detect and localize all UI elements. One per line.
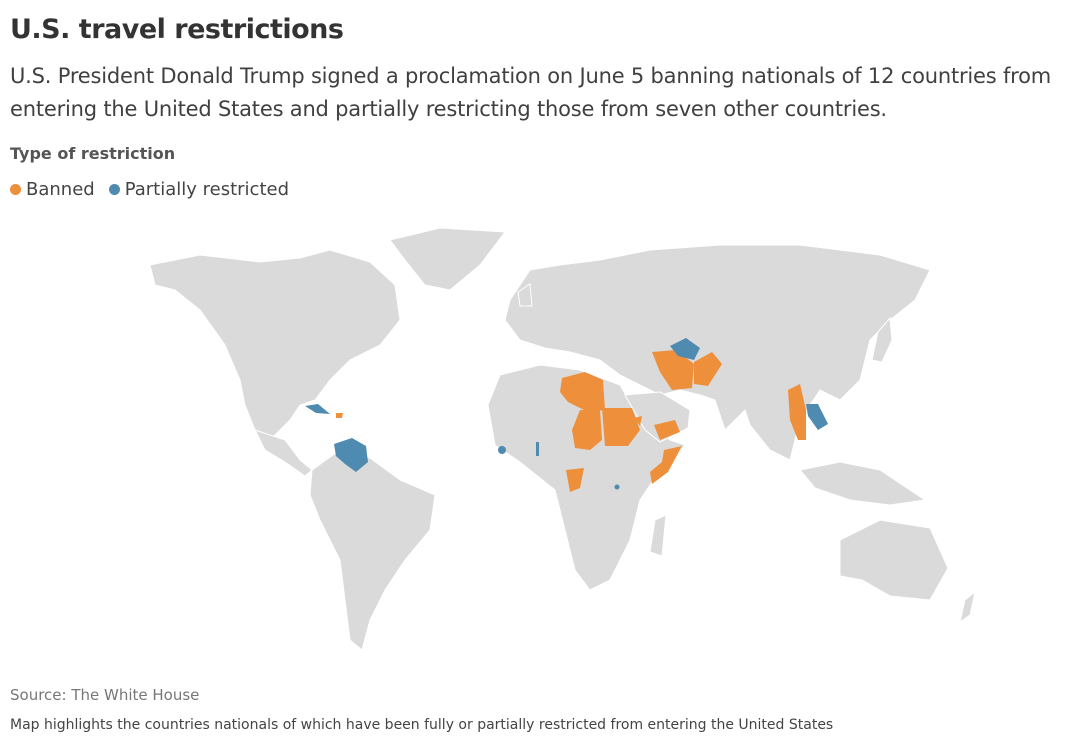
central-america — [254, 429, 313, 477]
country — [572, 410, 602, 450]
legend-title: Type of restriction — [10, 144, 176, 163]
south-america — [309, 449, 436, 651]
country — [498, 446, 506, 454]
country — [650, 446, 682, 484]
country — [536, 442, 539, 456]
country — [614, 484, 620, 490]
legend-item: Banned — [10, 179, 95, 200]
australia — [839, 519, 949, 601]
country — [652, 350, 694, 390]
country — [334, 438, 368, 472]
legend: Banned Partially restricted — [10, 179, 289, 200]
subtitle: U.S. President Donald Trump signed a pro… — [10, 64, 1052, 121]
title: U.S. travel restrictions — [10, 14, 344, 45]
legend-label: Partially restricted — [124, 179, 290, 200]
legend-dot — [10, 184, 21, 195]
country — [654, 420, 680, 440]
madagascar — [649, 514, 667, 557]
country — [634, 416, 642, 426]
country — [694, 352, 722, 386]
country — [566, 468, 584, 492]
country — [336, 413, 343, 418]
banned-countries — [336, 350, 806, 492]
japan — [871, 316, 893, 363]
north-america — [149, 249, 401, 441]
country — [560, 372, 605, 412]
sea-islands — [799, 461, 927, 506]
country — [806, 404, 828, 430]
note: Map highlights the countries nationals o… — [10, 717, 834, 733]
country — [305, 404, 330, 414]
source: Source: The White House — [10, 686, 200, 704]
new-zealand — [959, 590, 976, 624]
country — [602, 408, 640, 446]
partial-countries — [305, 338, 828, 490]
world-map — [149, 227, 976, 651]
legend-label: Banned — [26, 179, 95, 200]
country — [788, 384, 806, 440]
uk — [517, 283, 533, 307]
eurasia — [504, 244, 931, 461]
legend-item: Partially restricted — [108, 179, 290, 200]
land — [149, 227, 976, 651]
country — [670, 338, 700, 360]
legend-dot — [108, 184, 120, 195]
greenland — [389, 227, 506, 291]
